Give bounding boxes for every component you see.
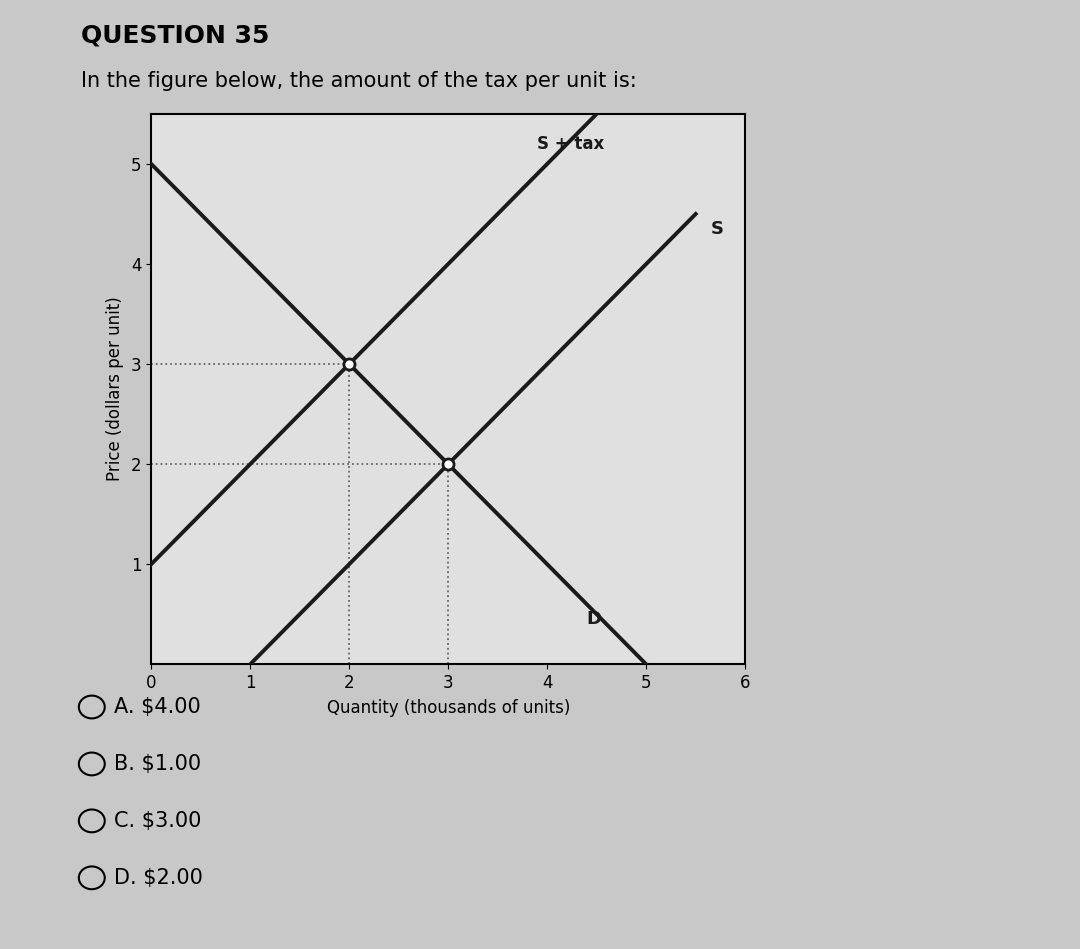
Text: C. $3.00: C. $3.00 [114, 810, 202, 831]
Text: S: S [711, 220, 724, 238]
Text: B. $1.00: B. $1.00 [114, 754, 202, 774]
Y-axis label: Price (dollars per unit): Price (dollars per unit) [106, 297, 124, 481]
Text: D: D [586, 610, 602, 628]
Text: QUESTION 35: QUESTION 35 [81, 24, 269, 47]
X-axis label: Quantity (thousands of units): Quantity (thousands of units) [326, 699, 570, 716]
Text: A. $4.00: A. $4.00 [114, 697, 201, 717]
Text: D. $2.00: D. $2.00 [114, 867, 203, 888]
Text: In the figure below, the amount of the tax per unit is:: In the figure below, the amount of the t… [81, 71, 637, 91]
Text: S + tax: S + tax [538, 135, 605, 153]
